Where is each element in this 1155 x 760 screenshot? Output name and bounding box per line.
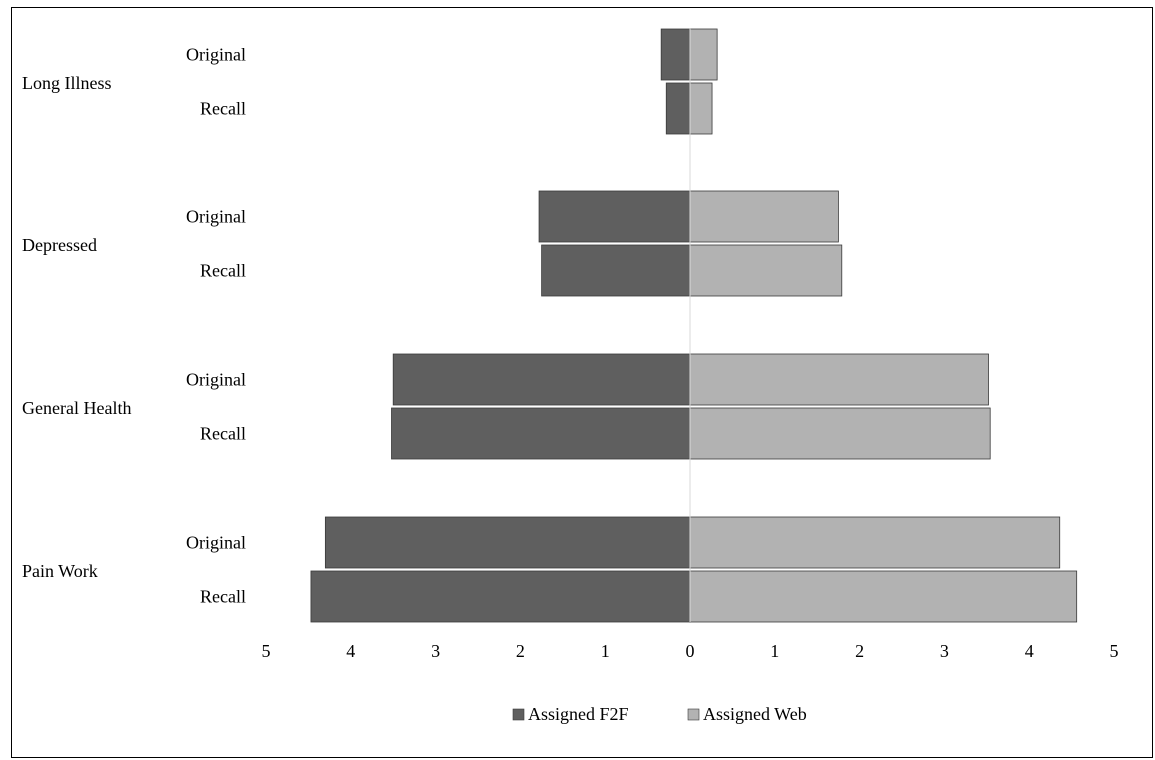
x-tick-label: 4	[1025, 641, 1034, 661]
subcategory-label-recall: Recall	[200, 424, 246, 444]
subcategory-label-original: Original	[186, 207, 246, 227]
x-tick-label: 0	[686, 641, 695, 661]
bar-assigned-f2f-pain-work-original	[324, 516, 691, 569]
x-tick-label: 1	[770, 641, 779, 661]
subcategory-label-original: Original	[186, 45, 246, 65]
bar-assigned-f2f-general-health-recall	[391, 407, 691, 460]
legend-swatch-assigned-web	[687, 708, 700, 721]
legend: Assigned F2F Assigned Web	[512, 704, 807, 724]
bar-assigned-f2f-depressed-recall	[541, 244, 691, 297]
bar-assigned-f2f-depressed-original	[538, 190, 691, 243]
x-tick-label: 3	[431, 641, 440, 661]
x-tick-label: 1	[601, 641, 610, 661]
x-tick-label: 5	[262, 641, 271, 661]
bar-assigned-f2f-long-illness-original	[660, 28, 691, 81]
x-tick-label: 2	[516, 641, 525, 661]
bar-assigned-f2f-long-illness-recall	[665, 82, 691, 135]
legend-label-assigned-f2f: Assigned F2F	[528, 704, 629, 724]
bar-assigned-web-long-illness-original	[689, 28, 718, 81]
bar-assigned-web-pain-work-recall	[689, 570, 1078, 623]
bar-assigned-f2f-general-health-original	[392, 353, 691, 406]
bar-assigned-f2f-pain-work-recall	[310, 570, 691, 623]
x-tick-label: 2	[855, 641, 864, 661]
bar-assigned-web-long-illness-recall	[689, 82, 713, 135]
group-label-general-health: General Health	[22, 398, 131, 418]
bars-layer	[310, 28, 1078, 623]
subcategory-label-recall: Recall	[200, 99, 246, 119]
subcategory-label-recall: Recall	[200, 261, 246, 281]
labels-layer: Original Recall Long Illness Original Recall…	[22, 45, 246, 607]
legend-swatch-assigned-f2f	[512, 708, 525, 721]
x-tick-label: 3	[940, 641, 949, 661]
x-tick-label: 4	[346, 641, 355, 661]
legend-label-assigned-web: Assigned Web	[703, 704, 807, 724]
subcategory-label-original: Original	[186, 533, 246, 553]
bar-assigned-web-depressed-original	[689, 190, 839, 243]
bar-assigned-web-general-health-recall	[689, 407, 991, 460]
group-label-long-illness: Long Illness	[22, 73, 112, 93]
subcategory-label-original: Original	[186, 370, 246, 390]
subcategory-label-recall: Recall	[200, 587, 246, 607]
x-axis: 5 4 3 2 1 0 1 2 3 4 5	[262, 28, 1119, 661]
bar-assigned-web-general-health-original	[689, 353, 989, 406]
group-label-pain-work: Pain Work	[22, 561, 98, 581]
x-tick-label: 5	[1110, 641, 1119, 661]
bar-assigned-web-depressed-recall	[689, 244, 843, 297]
group-label-depressed: Depressed	[22, 235, 97, 255]
bar-assigned-web-pain-work-original	[689, 516, 1061, 569]
